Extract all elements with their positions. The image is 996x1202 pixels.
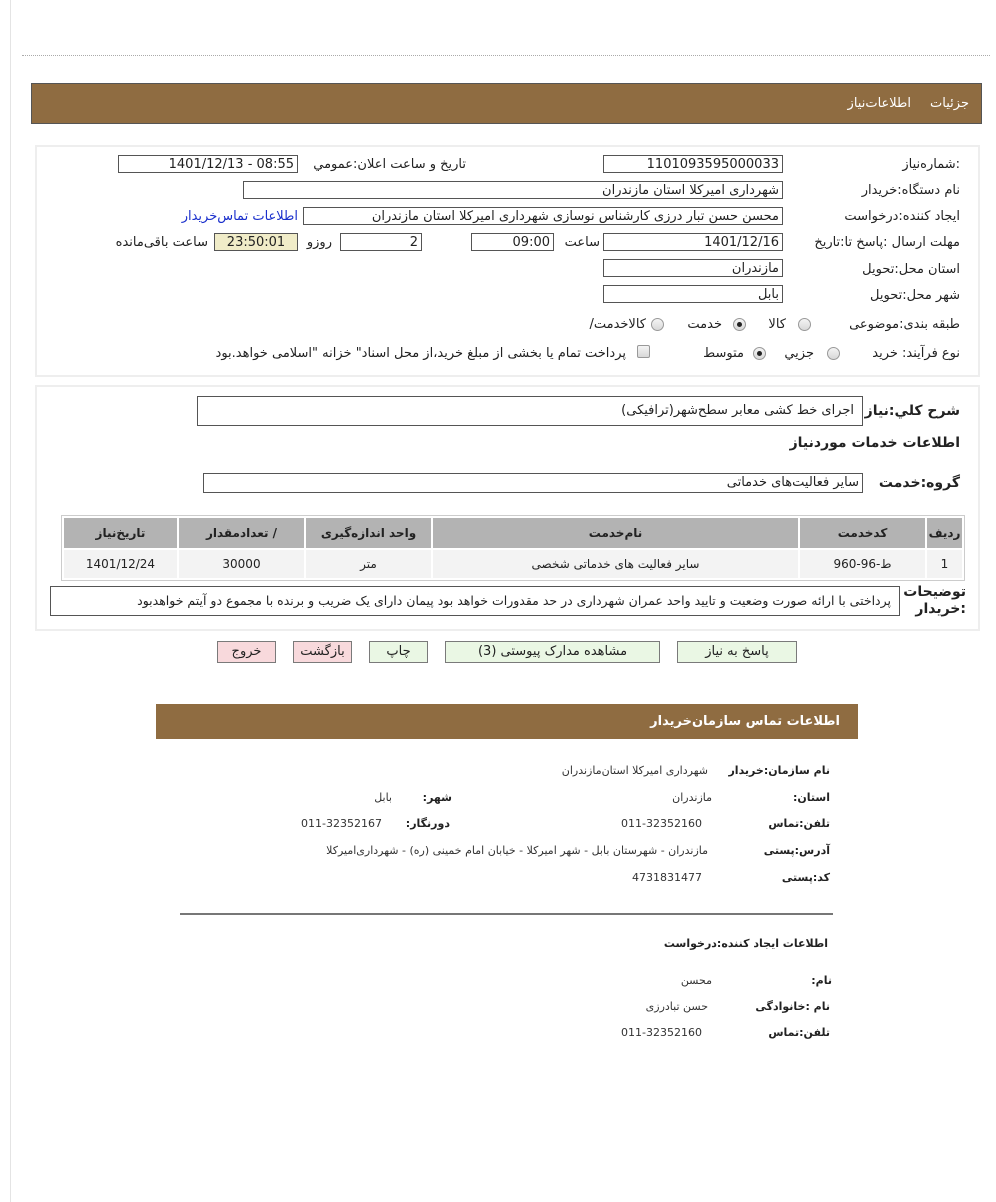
- name-label: :نام: [811, 974, 832, 987]
- cell-quantity: 30000: [179, 550, 304, 578]
- treasury-note: پرداخت تمام یا بخشی از مبلغ خرید،از محل …: [215, 346, 626, 361]
- services-table: ردیف کدخدمت نام‌خدمت واحد اندازه‌گیری / …: [61, 515, 965, 581]
- category-goods-service-label: /کالاخدمت: [589, 317, 646, 332]
- deadline-time-field[interactable]: 09:00: [471, 233, 554, 251]
- deadline-date-field[interactable]: 1401/12/16: [603, 233, 783, 251]
- remaining-label: ساعت باقی‌مانده: [115, 235, 208, 250]
- contact-province-label: :استان: [792, 791, 830, 804]
- buyer-org-label: نام دستگاه:خریدار: [861, 183, 960, 198]
- table-row: 1 ط-96-960 سایر فعالیت های خدماتی شخصی م…: [64, 550, 962, 578]
- creator-field[interactable]: محسن حسن تبار درزی کارشناس نوسازی شهردار…: [303, 207, 783, 225]
- exit-button[interactable]: خروج: [217, 641, 276, 663]
- org-value: شهرداری امیرکلا استان‌مازندران: [561, 764, 708, 777]
- postal-value: 4731831477: [632, 871, 702, 884]
- city-label: شهر محل:تحویل: [870, 288, 960, 303]
- services-section-title: اطلاعات خدمات موردنیاز: [789, 435, 960, 451]
- cell-date: 1401/12/24: [64, 550, 177, 578]
- print-button[interactable]: چاپ: [369, 641, 428, 663]
- buyer-org-field[interactable]: شهرداری امیرکلا استان مازندران: [243, 181, 783, 199]
- col-unit: واحد اندازه‌گیری: [306, 518, 431, 548]
- deadline-label: مهلت ارسال :پاسخ تا:تاریخ: [814, 235, 960, 250]
- buyer-notes-field[interactable]: پرداختی با ارائه صورت وضعیت و تایید واحد…: [50, 586, 900, 616]
- cell-name: سایر فعالیت های خدماتی شخصی: [433, 550, 798, 578]
- fax-label: :دورنگار: [405, 817, 450, 830]
- announce-label: تاریخ و ساعت اعلان:عمومي: [313, 157, 466, 172]
- category-goods-radio[interactable]: [798, 318, 811, 331]
- table-header-row: ردیف کدخدمت نام‌خدمت واحد اندازه‌گیری / …: [64, 518, 962, 548]
- address-label: آدرس:پستی: [763, 844, 830, 857]
- header-bar: جزئیات اطلاعات‌نیاز: [31, 83, 982, 124]
- creator-phone-value: 011-32352160: [621, 1026, 702, 1039]
- cell-unit: متر: [306, 550, 431, 578]
- fax-value: 011-32352167: [301, 817, 382, 830]
- creator-label: ایجاد کننده:درخواست: [844, 209, 960, 224]
- org-label: نام سازمان:خریدار: [728, 764, 830, 777]
- service-group-label: گروه:خدمت: [878, 475, 960, 491]
- days-label: روزو: [306, 235, 332, 250]
- page-border: [10, 0, 11, 1202]
- creator-phone-label: تلفن:تماس: [768, 1026, 830, 1039]
- province-label: استان محل:تحویل: [862, 262, 960, 277]
- service-group-field[interactable]: سایر فعالیت‌های خدماتی: [203, 473, 863, 493]
- need-number-label: شماره‌نیاز:: [902, 157, 960, 172]
- cell-row: 1: [927, 550, 962, 578]
- postal-label: کد:پستی: [781, 871, 830, 884]
- remaining-timer: 23:50:01: [214, 233, 298, 251]
- buyer-contact-link[interactable]: اطلاعات تماس‌خریدار: [181, 209, 298, 224]
- summary-label: شرح کلي:نیاز: [864, 403, 960, 419]
- view-attachments-button[interactable]: مشاهده مدارک پیوستی (3): [445, 641, 660, 663]
- process-medium-radio[interactable]: [753, 347, 766, 360]
- category-goods-service-radio[interactable]: [651, 318, 664, 331]
- contact-header-bar: اطلاعات تماس سازمان‌خریدار: [156, 704, 858, 739]
- phone-label: تلفن:تماس: [768, 817, 830, 830]
- category-label: طبقه بندی:موضوعی: [849, 317, 960, 332]
- contact-title: اطلاعات تماس سازمان‌خریدار: [650, 714, 840, 729]
- col-code: کدخدمت: [800, 518, 925, 548]
- process-label: نوع فرآیند: خرید: [872, 346, 960, 361]
- cell-code: ط-96-960: [800, 550, 925, 578]
- process-minor-label: جزیي: [784, 346, 814, 361]
- phone-value: 011-32352160: [621, 817, 702, 830]
- dotted-divider: [22, 55, 990, 56]
- buyer-notes-label: توضیحات :خریدار: [903, 584, 966, 617]
- category-service-radio[interactable]: [733, 318, 746, 331]
- need-number-field[interactable]: 1101093595000033: [603, 155, 783, 173]
- time-label: ساعت: [564, 235, 600, 250]
- section-divider: [180, 913, 833, 915]
- col-name: نام‌خدمت: [433, 518, 798, 548]
- treasury-checkbox[interactable]: [637, 345, 650, 358]
- summary-field[interactable]: اجرای خط کشی معابر سطح‌شهر(ترافیکی): [197, 396, 863, 426]
- tab-details[interactable]: جزئیات: [930, 96, 969, 111]
- reply-button[interactable]: پاسخ به نیاز: [677, 641, 797, 663]
- province-field[interactable]: مازندران: [603, 259, 783, 277]
- contact-city-label: :شهر: [422, 791, 452, 804]
- process-minor-radio[interactable]: [827, 347, 840, 360]
- creator-info-title: اطلاعات ایجاد کننده:درخواست: [663, 937, 828, 950]
- announce-date-field[interactable]: 1401/12/13 - 08:55: [118, 155, 298, 173]
- category-goods-label: کالا: [768, 317, 786, 332]
- tab-need-info[interactable]: اطلاعات‌نیاز: [847, 96, 911, 111]
- col-date: تاریخ‌نیاز: [64, 518, 177, 548]
- back-button[interactable]: بازگشت: [293, 641, 352, 663]
- category-service-label: خدمت: [687, 317, 722, 332]
- family-value: حسن تبادرزی: [645, 1000, 708, 1013]
- process-medium-label: متوسط: [703, 346, 744, 361]
- name-value: محسن: [680, 974, 712, 987]
- family-label: نام :خانوادگی: [755, 1000, 830, 1013]
- address-value: مازندران - شهرستان بابل - شهر امیرکلا - …: [326, 844, 708, 857]
- col-row: ردیف: [927, 518, 962, 548]
- days-field[interactable]: 2: [340, 233, 422, 251]
- contact-province-value: مازندران: [672, 791, 712, 804]
- contact-city-value: بابل: [374, 791, 392, 804]
- need-info-panel: [35, 145, 980, 377]
- col-quantity: / تعدادمقدار: [179, 518, 304, 548]
- city-field[interactable]: بابل: [603, 285, 783, 303]
